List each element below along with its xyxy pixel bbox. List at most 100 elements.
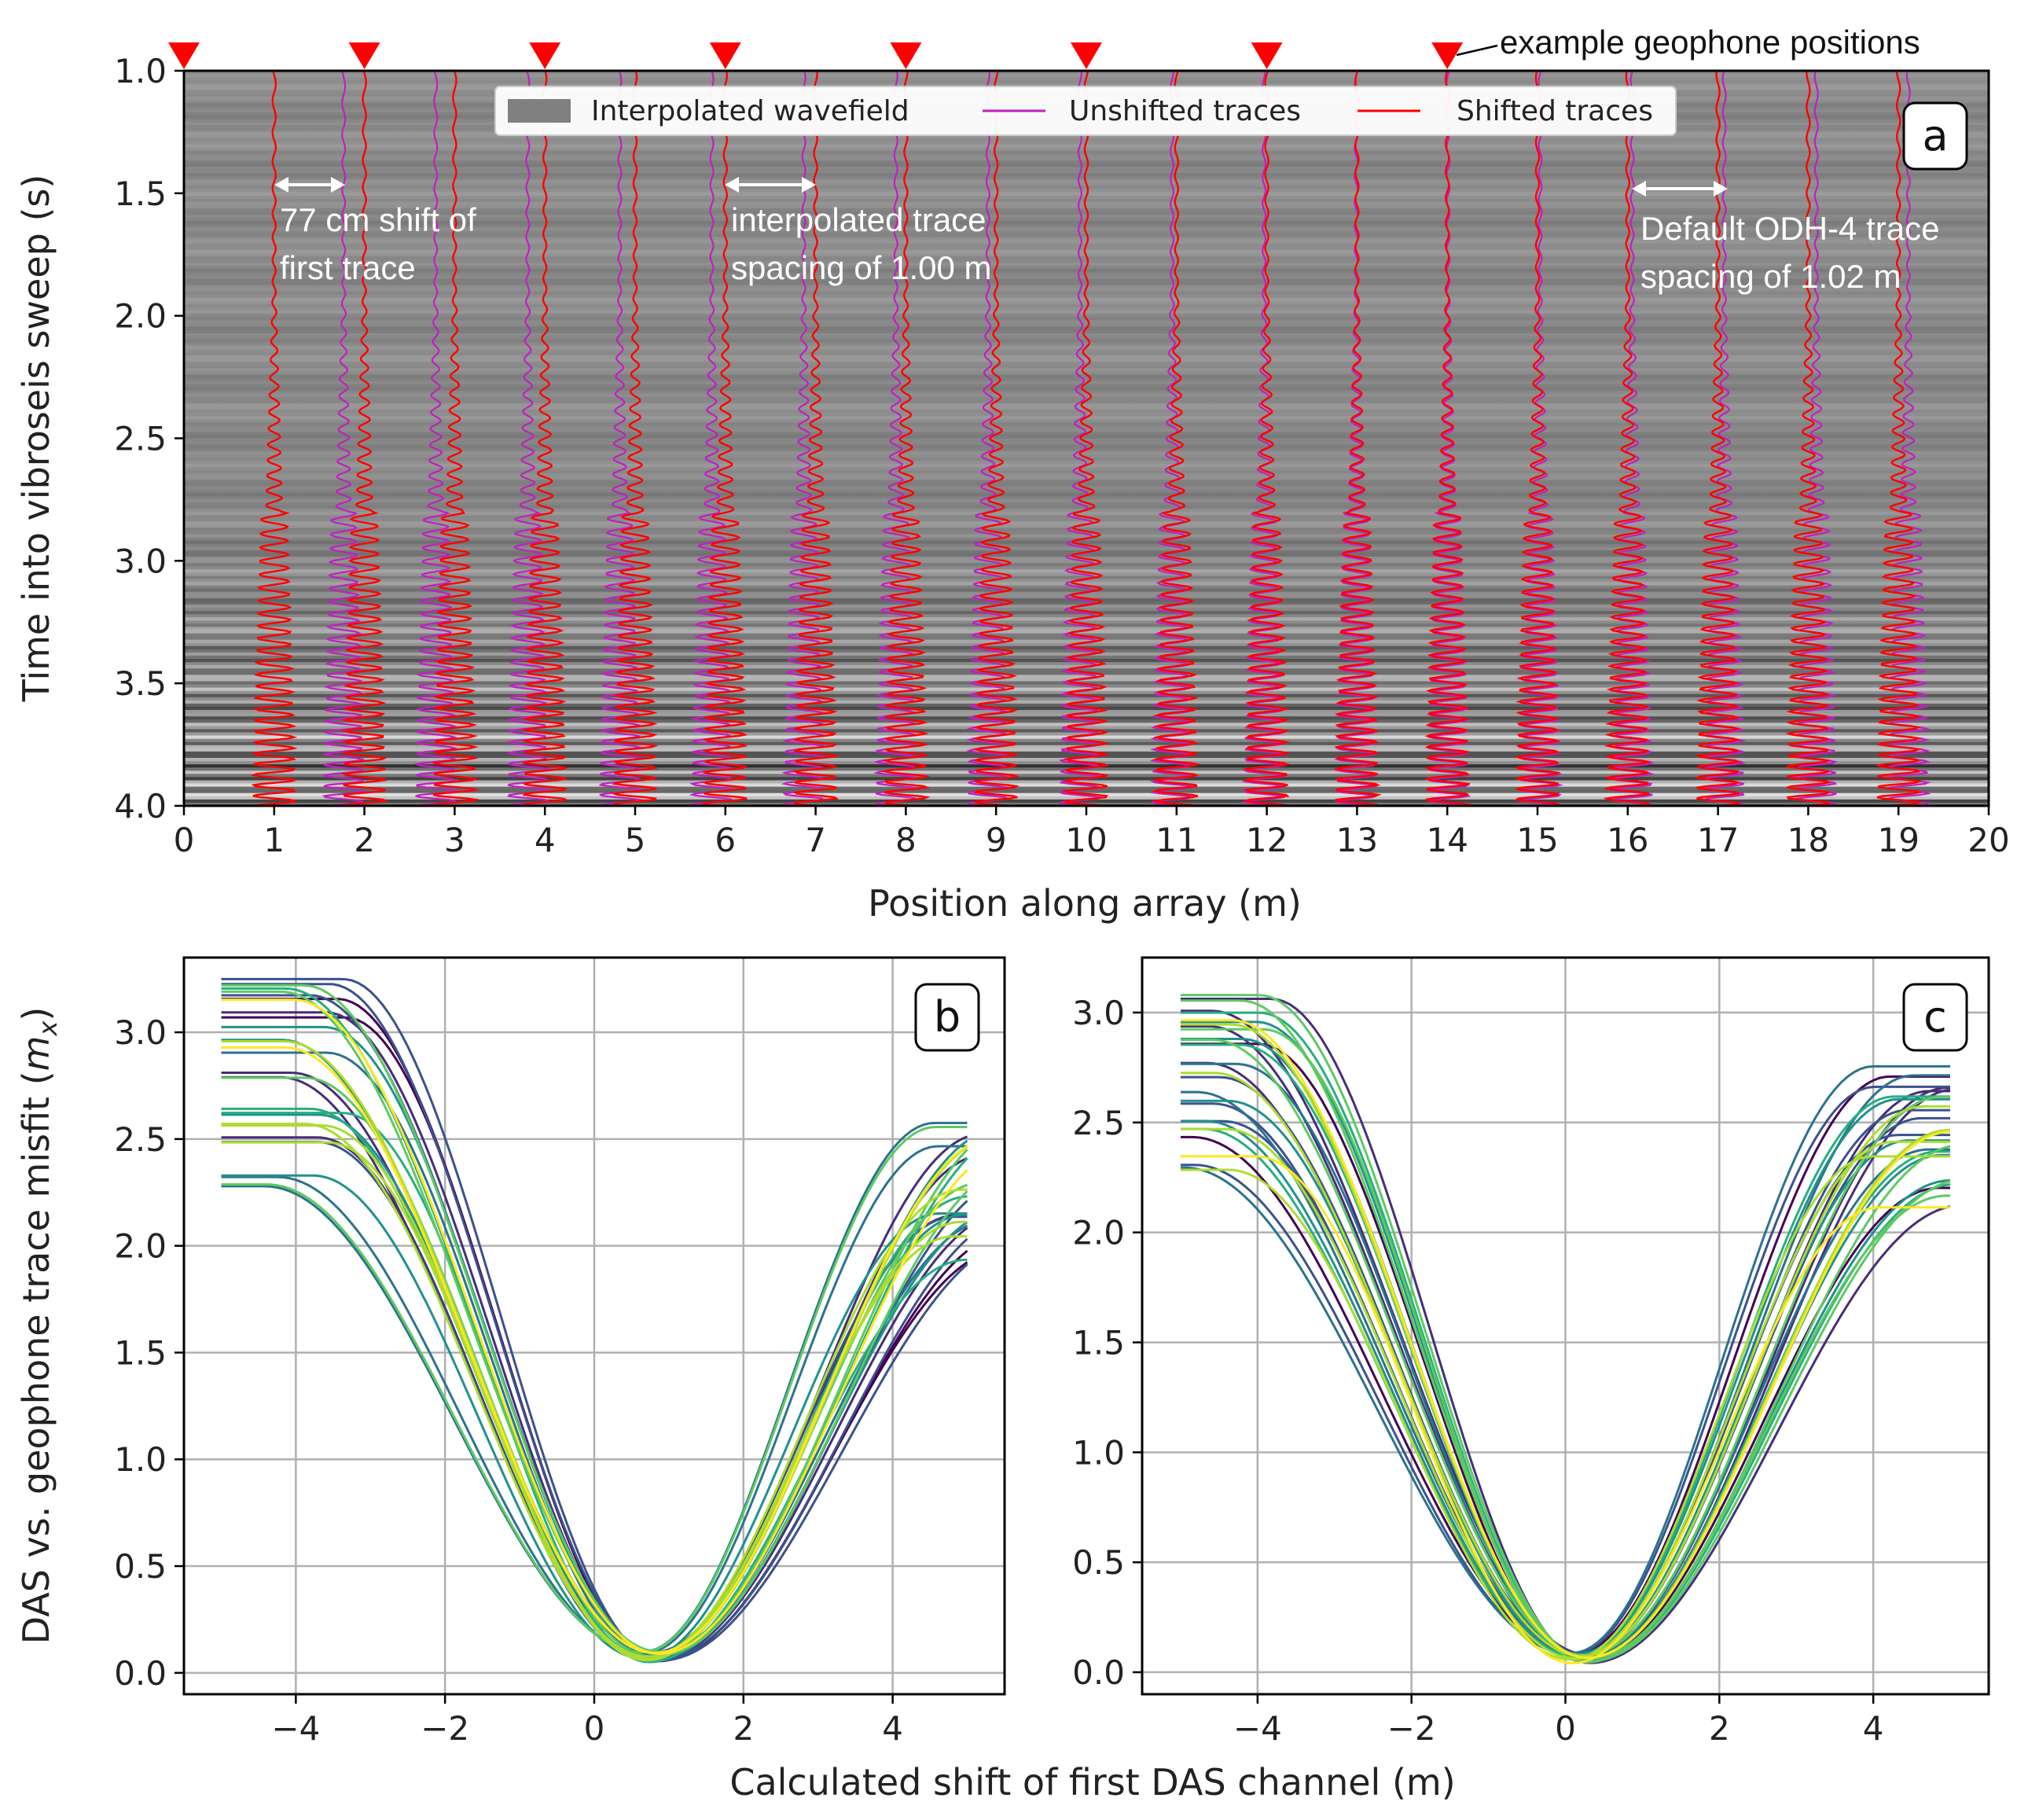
misfit-curve: [1181, 1155, 1950, 1665]
legend-swatch-wavefield: [508, 99, 571, 123]
wavefield-band: [184, 358, 1989, 362]
wavefield-band: [184, 642, 1989, 647]
x-tick-label: 4: [1863, 1709, 1884, 1748]
x-tick-label: 12: [1246, 821, 1288, 859]
wavefield-band: [184, 348, 1989, 353]
wavefield-band: [184, 799, 1989, 803]
misfit-curve: [1181, 1155, 1950, 1661]
shifted-trace: [250, 71, 298, 806]
shifted-trace: [431, 71, 479, 806]
y-tick-label: 2.5: [114, 1120, 167, 1159]
geophone-marker: [529, 42, 561, 69]
wavefield-band: [184, 608, 1989, 612]
wavefield-band: [184, 604, 1989, 609]
geophone-marker: [709, 42, 741, 69]
y-tick-label: 3.5: [114, 664, 167, 703]
wavefield-band: [184, 662, 1989, 666]
unshifted-trace: [780, 71, 827, 806]
wavefield-band: [184, 314, 1989, 318]
wavefield-band: [184, 422, 1989, 426]
y-tick-label: 1.5: [1072, 1323, 1125, 1362]
wavefield-band: [184, 291, 1989, 296]
geophone-marker: [168, 42, 200, 69]
wavefield-band: [184, 563, 1989, 567]
wavefield-band: [184, 764, 1989, 768]
x-tick-label: 19: [1877, 821, 1919, 859]
wavefield-band: [184, 71, 1989, 75]
shared-xlabel: Calculated shift of first DAS channel (m…: [729, 1761, 1455, 1803]
wavefield-band: [184, 498, 1989, 503]
panel-b-ylabel: DAS vs. geophone trace misfit (mx): [15, 1007, 63, 1645]
y-tick-label: 0.0: [114, 1654, 167, 1693]
y-tick-label: 1.5: [114, 1333, 167, 1372]
wavefield-band: [184, 668, 1989, 672]
wavefield-band: [184, 524, 1989, 528]
geophone-markers: [168, 42, 1464, 69]
y-tick-label: 1.0: [114, 1440, 167, 1479]
shifted-trace: [1333, 71, 1383, 806]
panel-c-axes: −4 −2 0 2 4 0.0 0.5 1.0 1.5 2.0 2.5 3.0: [1072, 994, 1883, 1748]
x-tick-label: 2: [1709, 1709, 1730, 1748]
x-tick-label: 10: [1065, 821, 1107, 859]
wavefield-band: [184, 473, 1989, 477]
wavefield-band: [184, 323, 1989, 327]
panel-b: −4 −2 0 2 4 0.0 0.5 1.0 1.5 2.0 2.5 3.0 b DAS vs. g…: [15, 956, 1006, 1748]
misfit-curve: [221, 1141, 968, 1662]
wavefield-band: [184, 633, 1989, 638]
y-tick-label: 2.5: [114, 420, 167, 458]
y-tick-label: 1.5: [114, 175, 167, 213]
legend-box: [494, 86, 1677, 136]
annotation-geophone: example geophone positions: [1456, 24, 1920, 61]
wavefield-band: [184, 512, 1989, 516]
wavefield-band: [184, 617, 1989, 621]
wavefield-band: [184, 419, 1989, 423]
misfit-curve: [221, 984, 968, 1656]
x-tick-label: 6: [715, 821, 736, 859]
panel-a-xlabel: Position along array (m): [868, 882, 1302, 925]
wavefield-band: [184, 413, 1989, 417]
wavefield-band: [184, 374, 1989, 378]
legend-label-shifted: Shifted traces: [1457, 95, 1653, 127]
shifted-trace: [1514, 71, 1561, 806]
wavefield-band: [184, 403, 1989, 407]
ylabel-b-suffix: ): [15, 1007, 57, 1021]
legend-label-unshifted: Unshifted traces: [1069, 95, 1301, 127]
annotation-default: Default ODH-4 trace spacing of 1.02 m: [1632, 181, 1939, 295]
misfit-curve: [1181, 1028, 1951, 1664]
wavefield-band: [184, 259, 1989, 263]
misfit-curve: [221, 1076, 968, 1658]
wavefield-band: [184, 409, 1989, 414]
wavefield-band: [184, 710, 1989, 714]
wavefield-band: [184, 681, 1989, 686]
wavefield-band: [184, 531, 1989, 535]
y-tick-label: 3.0: [114, 542, 167, 580]
wavefield-band: [184, 303, 1989, 308]
wavefield-band: [184, 201, 1989, 206]
wavefield-band: [184, 741, 1989, 746]
wavefield-band: [184, 521, 1989, 525]
shifted-trace: [1061, 71, 1111, 806]
unshifted-trace: [505, 71, 552, 806]
wavefield-band: [184, 428, 1989, 432]
y-tick-label: 0.5: [114, 1547, 167, 1586]
annotation-shift-line2: first trace: [280, 249, 416, 286]
wavefield-band: [184, 371, 1989, 375]
shifted-trace: [340, 71, 388, 806]
wavefield-band: [184, 655, 1989, 660]
wavefield-band: [184, 83, 1989, 87]
wavefield-band: [184, 789, 1989, 794]
wavefield-band: [184, 713, 1989, 717]
wavefield-band: [184, 467, 1989, 471]
annotation-shift-line1: 77 cm shift of: [280, 201, 476, 238]
y-tick-label: 2.0: [114, 1227, 167, 1266]
wavefield-band: [184, 227, 1989, 231]
shifted-trace: [1242, 71, 1291, 806]
annotation-shift-arrowhead-left: [274, 177, 288, 193]
ylabel-b-var: m: [15, 1036, 57, 1072]
wavefield-band: [184, 566, 1989, 570]
wavefield-band: [184, 502, 1989, 506]
annotation-default-arrowhead-left: [1632, 181, 1646, 197]
annotation-interp-line1: interpolated trace: [731, 201, 986, 238]
legend-label-wavefield: Interpolated wavefield: [591, 95, 909, 127]
